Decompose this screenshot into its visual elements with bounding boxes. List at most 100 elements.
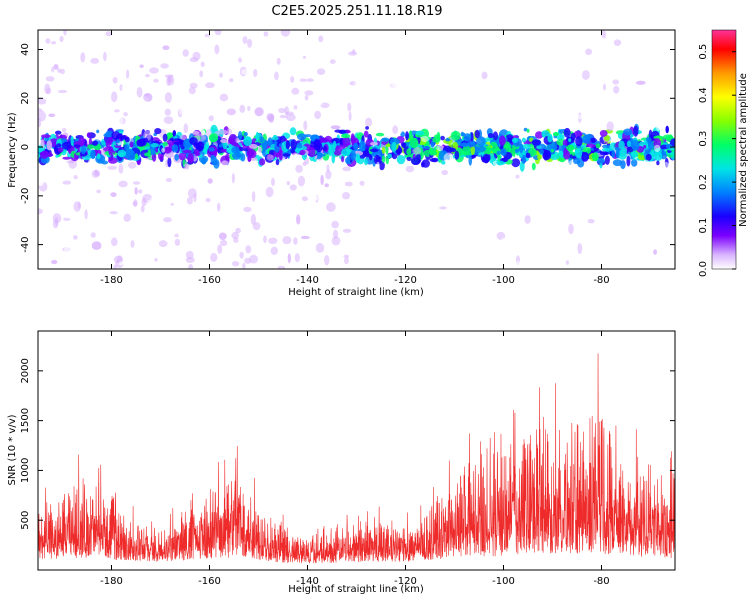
heat-cell xyxy=(324,255,330,266)
heat-cell xyxy=(343,217,352,225)
heat-cell xyxy=(387,190,393,199)
heat-cell xyxy=(521,137,526,143)
heat-cell xyxy=(105,130,114,138)
heat-cell xyxy=(453,56,457,64)
x-tick-label: -80 xyxy=(593,275,609,286)
heat-cell xyxy=(188,177,194,183)
heat-cell xyxy=(317,68,326,75)
heat-cell xyxy=(577,243,583,255)
heat-cell xyxy=(279,209,289,215)
heat-cell xyxy=(665,143,673,149)
heat-cell xyxy=(344,256,349,265)
heat-cell xyxy=(381,146,386,154)
heat-cell xyxy=(264,219,271,228)
heat-cell xyxy=(611,149,615,158)
heat-cell xyxy=(574,148,583,159)
heat-cell xyxy=(220,239,228,247)
heat-cell xyxy=(268,237,278,244)
heat-cell xyxy=(242,36,248,44)
heat-cell xyxy=(95,176,105,184)
heat-cell xyxy=(291,87,300,95)
heat-cell xyxy=(359,140,366,152)
heat-cell xyxy=(526,106,532,111)
heat-cell xyxy=(226,211,234,220)
heat-cell xyxy=(154,258,158,262)
heat-cell xyxy=(56,143,62,148)
heat-cell xyxy=(433,46,439,57)
heat-cell xyxy=(527,41,536,50)
heat-cell xyxy=(399,112,406,121)
heat-cell xyxy=(118,261,124,266)
heat-cell xyxy=(342,166,352,172)
heat-cell xyxy=(201,157,207,165)
heat-cell xyxy=(52,43,61,50)
heat-cell xyxy=(575,136,583,147)
heat-cell xyxy=(172,130,176,137)
heat-cell xyxy=(561,201,569,205)
heat-cell xyxy=(631,159,638,167)
heat-cell xyxy=(278,143,282,147)
heat-cell xyxy=(214,30,222,36)
heat-cell xyxy=(631,214,640,224)
heat-cell xyxy=(620,160,626,170)
heat-cell xyxy=(127,126,131,132)
heat-cell xyxy=(118,180,128,188)
heat-cell xyxy=(116,139,120,144)
heat-cell xyxy=(219,72,223,78)
snr-x-axis: -180 -160 -140 -120 -100 -80 xyxy=(100,331,610,587)
heat-cell xyxy=(87,144,95,150)
heat-cell xyxy=(487,51,494,60)
heat-cell xyxy=(68,61,78,71)
heat-cell xyxy=(325,106,330,112)
heat-cell xyxy=(342,228,352,233)
spectrogram-frame xyxy=(37,29,676,270)
heat-cell xyxy=(164,92,172,103)
heat-cell xyxy=(407,73,413,82)
heat-cell xyxy=(96,153,101,160)
heat-cell xyxy=(287,253,291,264)
heat-cell xyxy=(565,260,570,265)
heat-cell xyxy=(395,261,403,266)
heat-cell xyxy=(136,42,146,53)
heat-cell xyxy=(125,149,136,161)
heat-cell xyxy=(406,260,411,265)
heat-cell xyxy=(295,164,303,173)
heat-cell xyxy=(266,113,275,121)
heat-cell xyxy=(291,153,302,161)
heat-cell xyxy=(500,237,506,245)
heat-cell xyxy=(228,137,234,144)
colorbar-ticks: 0.0 0.1 0.2 0.3 0.4 0.5 xyxy=(698,44,736,277)
heat-cell xyxy=(615,96,626,103)
heat-cell xyxy=(241,68,250,76)
heat-cell xyxy=(145,73,150,78)
heat-cell xyxy=(582,70,590,80)
heat-cell xyxy=(62,184,72,192)
heat-cell xyxy=(301,196,308,202)
heat-cell xyxy=(662,258,670,268)
heat-cell xyxy=(599,239,606,250)
heat-cell xyxy=(409,202,414,212)
colorbar-label: Normalized spectral amplitude xyxy=(738,73,749,227)
heat-cell xyxy=(134,103,145,108)
heat-cell xyxy=(263,31,269,37)
heat-cell xyxy=(510,61,517,66)
heat-cell xyxy=(43,110,48,114)
heat-cell xyxy=(571,151,576,156)
heat-cell xyxy=(158,240,168,248)
heat-cell xyxy=(643,145,647,149)
heat-cell xyxy=(45,76,55,82)
heat-cell xyxy=(108,146,114,156)
snr-series-line xyxy=(38,353,675,564)
heat-cell xyxy=(593,257,600,265)
heat-cell xyxy=(350,150,357,161)
heat-cell xyxy=(146,199,153,205)
heat-cell xyxy=(438,90,447,102)
heat-cell xyxy=(505,134,514,144)
heat-cell xyxy=(562,218,570,225)
heat-cell xyxy=(431,157,439,163)
heat-cell xyxy=(647,137,652,146)
heat-cell xyxy=(62,156,71,160)
heat-cell xyxy=(538,35,545,44)
heat-cell xyxy=(571,112,578,124)
